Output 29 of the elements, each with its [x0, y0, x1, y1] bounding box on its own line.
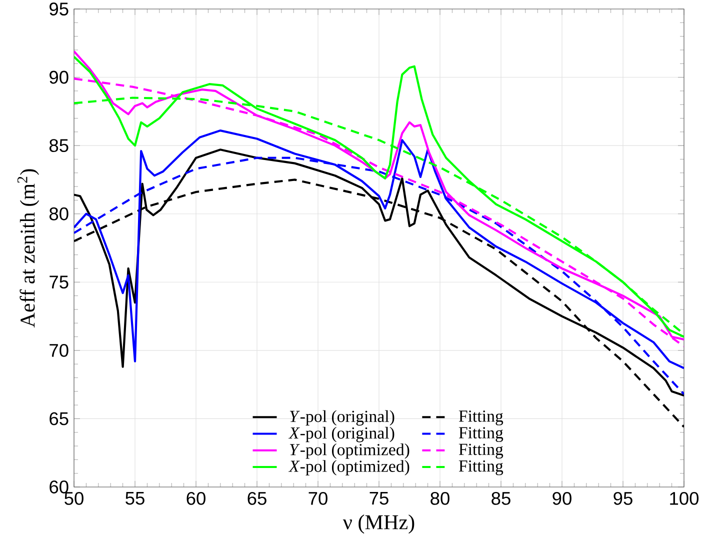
x-tick-label: 60 [186, 492, 206, 505]
y-tick-label: 85 [50, 139, 68, 152]
x-tick-label: 85 [492, 492, 510, 505]
x-axis-title: ν (MHz) [342, 514, 414, 534]
x-tick-label: 80 [430, 492, 450, 505]
y-tick-label: 95 [50, 2, 68, 16]
legend-label: X-pol (original) [288, 426, 394, 442]
legend-label: X-pol (optimized) [288, 460, 410, 476]
x-tick-label: 75 [370, 492, 388, 505]
legend-label: Y-pol (optimized) [290, 443, 410, 459]
y-tick-label: 65 [50, 412, 68, 426]
x-tick-label: 95 [614, 492, 632, 505]
x-tick-label: 55 [126, 492, 144, 505]
x-tick-label: 70 [308, 492, 328, 505]
legend-label: Y-pol (original) [290, 410, 394, 426]
x-tick-label: 50 [64, 492, 84, 505]
y-axis-title: Aeff at zenith (m$^{2}$) [17, 169, 40, 328]
y-tick-label: 70 [50, 344, 68, 357]
legend-label: Fitting [458, 460, 504, 476]
y-tick-label: 60 [50, 480, 68, 494]
y-tick-label: 80 [50, 207, 68, 220]
x-tick-label: 65 [248, 492, 266, 505]
x-tick-label: 90 [552, 492, 572, 505]
x-tick-label: 100 [670, 492, 699, 505]
legend-label: Fitting [458, 427, 504, 442]
legend-label: Fitting [458, 444, 504, 459]
y-tick-label: 90 [50, 70, 68, 84]
y-tick-label: 75 [50, 276, 68, 289]
legend-label: Fitting [458, 410, 504, 426]
